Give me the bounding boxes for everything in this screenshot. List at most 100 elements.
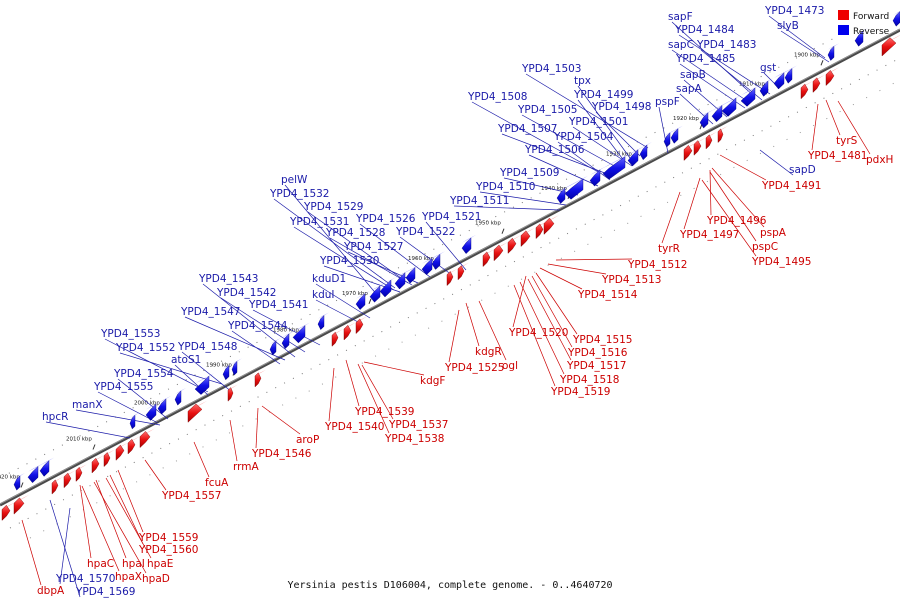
leader-line [519,281,565,375]
gene-label-ypd4-1552: YPD4_1552 [115,342,175,354]
gene-label-ypd4-1516: YPD4_1516 [567,347,628,359]
leader-line [683,177,701,230]
leader-line [49,499,81,598]
forward-gene-arrow [254,369,266,388]
leader-line [315,299,361,324]
gene-label-hpai: hpaI [122,558,145,570]
gene-label-ypd4-1521: YPD4_1521 [421,211,481,223]
forward-gene-arrow [75,464,87,482]
leader-line [471,101,601,174]
gene-label-ypd4-1513: YPD4_1513 [601,274,661,286]
scale-tick-label: 1950 kbp [475,221,501,227]
reverse-gene-arrow [759,78,773,97]
leader-line [21,519,42,586]
leader-line [399,236,453,276]
gene-label-ypd4-1512: YPD4_1512 [627,259,687,271]
gene-label-ypd4-1531: YPD4_1531 [289,216,349,228]
reverse-gene-arrow [854,28,868,47]
leader-line [93,481,147,574]
reverse-gene-arrow [670,125,683,144]
reverse-gene-arrow [461,234,476,254]
reverse-gene-arrow [194,373,214,395]
gene-label-ypd4-1499: YPD4_1499 [573,89,633,101]
scale-tick-label: 2020 kbp [0,475,20,481]
forward-gene-arrow [1,502,15,521]
reverse-gene-arrow [773,69,789,90]
leader-line [357,363,390,434]
leader-line [104,338,209,393]
reverse-gene-arrow [639,142,652,161]
forward-gene-arrow [520,227,535,247]
reverse-gene-arrow [222,362,234,381]
leader-line [837,100,871,155]
leader-line [252,309,321,346]
gene-label-ypd4-1570: YPD4_1570 [55,573,115,585]
leader-line [105,477,152,559]
forward-track-guide [9,57,900,529]
forward-gene-arrow [139,428,155,449]
gene-label-ypd4-1518: YPD4_1518 [559,374,619,386]
leader-line [531,275,573,348]
gene-label-ypd4-1529: YPD4_1529 [303,201,363,213]
scale-tick-label: 1990 kbp [206,363,232,369]
leader-line [539,267,583,290]
gene-label-ypd4-1515: YPD4_1515 [572,334,632,346]
gene-label-ypd4-1548: YPD4_1548 [177,341,237,353]
forward-gene-arrow [343,322,356,341]
leader-line [184,316,286,361]
gene-label-hpax: hpaX [115,571,142,583]
gene-label-ypd4-1557: YPD4_1557 [161,490,221,502]
reverse-gene-arrow [269,337,281,356]
gene-label-hpae: hpaE [147,558,173,570]
scale-tick-label: 1960 kbp [408,256,434,262]
gene-label-rrma: rrmA [233,461,259,473]
leader-line [501,133,611,176]
gene-label-ypd4-1522: YPD4_1522 [395,226,455,238]
gene-label-ypd4-1511: YPD4_1511 [449,195,509,207]
gene-label-ypd4-1542: YPD4_1542 [216,287,276,299]
gene-label-ypd4-1509: YPD4_1509 [499,167,559,179]
forward-gene-arrow [457,262,469,281]
gene-label-dbpa: dbpA [37,585,65,597]
reverse-gene-arrow [663,129,675,148]
leader-line [535,272,578,335]
gene-label-ypd4-1541: YPD4_1541 [248,299,308,311]
leader-line [709,171,757,242]
gene-label-sapb: sapB [680,69,706,81]
leader-line [759,149,794,176]
leader-line [345,359,360,407]
reverse-gene-arrow [602,153,630,180]
gene-label-ypd4-1497: YPD4_1497 [679,229,739,241]
leader-line [284,184,379,297]
gene-label-ypd4-1525: YPD4_1525 [444,362,504,374]
gene-label-tyrs: tyrS [836,135,858,147]
gene-label-ypd4-1528: YPD4_1528 [325,227,385,239]
gene-label-ypd4-1484: YPD4_1484 [674,24,735,36]
scale-tick-label: 1910 kbp [739,81,765,87]
leader-line [448,309,460,363]
gene-label-ypd4-1569: YPD4_1569 [75,586,135,598]
leader-line [711,167,765,228]
leader-line [181,351,233,393]
forward-gene-arrow [717,125,728,144]
gene-label-ypd4-1503: YPD4_1503 [521,63,581,75]
reverse-gene-arrow [281,330,294,349]
gene-label-ypd4-1481: YPD4_1481 [807,150,867,162]
leader-line [231,330,281,365]
legend-reverse-swatch [838,25,849,35]
forward-gene-arrow [812,74,825,93]
leader-line [525,73,649,149]
forward-gene-arrow [507,235,521,254]
gene-label-ypd4-1527: YPD4_1527 [343,241,403,253]
gene-label-kdui: kduI [312,289,335,301]
leader-line [119,352,223,385]
gene-label-pspa: pspA [760,227,787,239]
forward-gene-arrow [355,315,368,335]
reverse-gene-arrow [405,264,420,284]
leader-line [811,103,819,151]
figure-caption: Yersinia pestis D106004, complete genome… [287,580,612,591]
gene-label-sapf: sapF [668,11,693,23]
gene-label-fcua: fcuA [205,477,229,489]
